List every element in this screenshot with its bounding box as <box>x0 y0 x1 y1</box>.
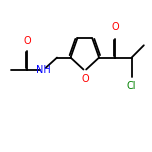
Text: O: O <box>81 74 89 84</box>
Text: Cl: Cl <box>127 81 136 91</box>
Text: O: O <box>112 22 119 32</box>
Text: O: O <box>23 36 31 46</box>
Text: NH: NH <box>36 65 51 75</box>
